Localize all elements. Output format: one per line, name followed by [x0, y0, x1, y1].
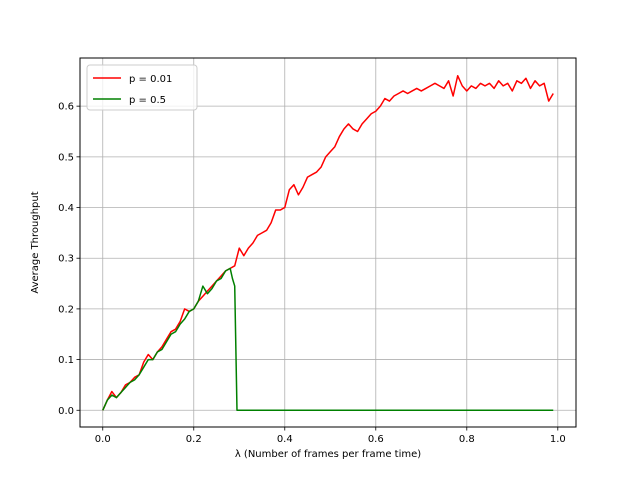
legend-label-p05: p = 0.5 — [129, 95, 166, 106]
y-tick-label: 0.1 — [58, 355, 74, 366]
x-axis-label: λ (Number of frames per frame time) — [235, 449, 421, 460]
y-tick-label: 0.3 — [58, 254, 74, 265]
y-tick-label: 0.0 — [58, 406, 74, 417]
plot-area — [80, 58, 576, 427]
x-tick-label: 0.6 — [368, 434, 384, 445]
grid-lines — [80, 58, 576, 427]
y-tick-label: 0.4 — [58, 203, 74, 214]
x-tick-label: 0.8 — [459, 434, 475, 445]
y-axis-label: Average Throughput — [30, 191, 41, 293]
y-tick-label: 0.2 — [58, 304, 74, 315]
x-tick-label: 0.2 — [186, 434, 202, 445]
legend: p = 0.01 p = 0.5 — [86, 64, 198, 111]
y-tick-label: 0.6 — [58, 102, 74, 113]
x-tick-label: 1.0 — [550, 434, 566, 445]
series-lines — [102, 74, 554, 412]
y-tick-label: 0.5 — [58, 152, 74, 163]
legend-label-p001: p = 0.01 — [129, 74, 172, 85]
series-line-1 — [102, 267, 554, 412]
x-tick-label: 0.0 — [95, 434, 111, 445]
x-tick-label: 0.4 — [277, 434, 293, 445]
plot-frame — [79, 57, 577, 428]
axis-ticks: 0.0 0.2 0.4 0.6 0.8 1.0 0.0 0.1 0.2 0.3 0.4 0.5 0.6 — [58, 102, 566, 445]
series-line-0 — [102, 74, 554, 411]
